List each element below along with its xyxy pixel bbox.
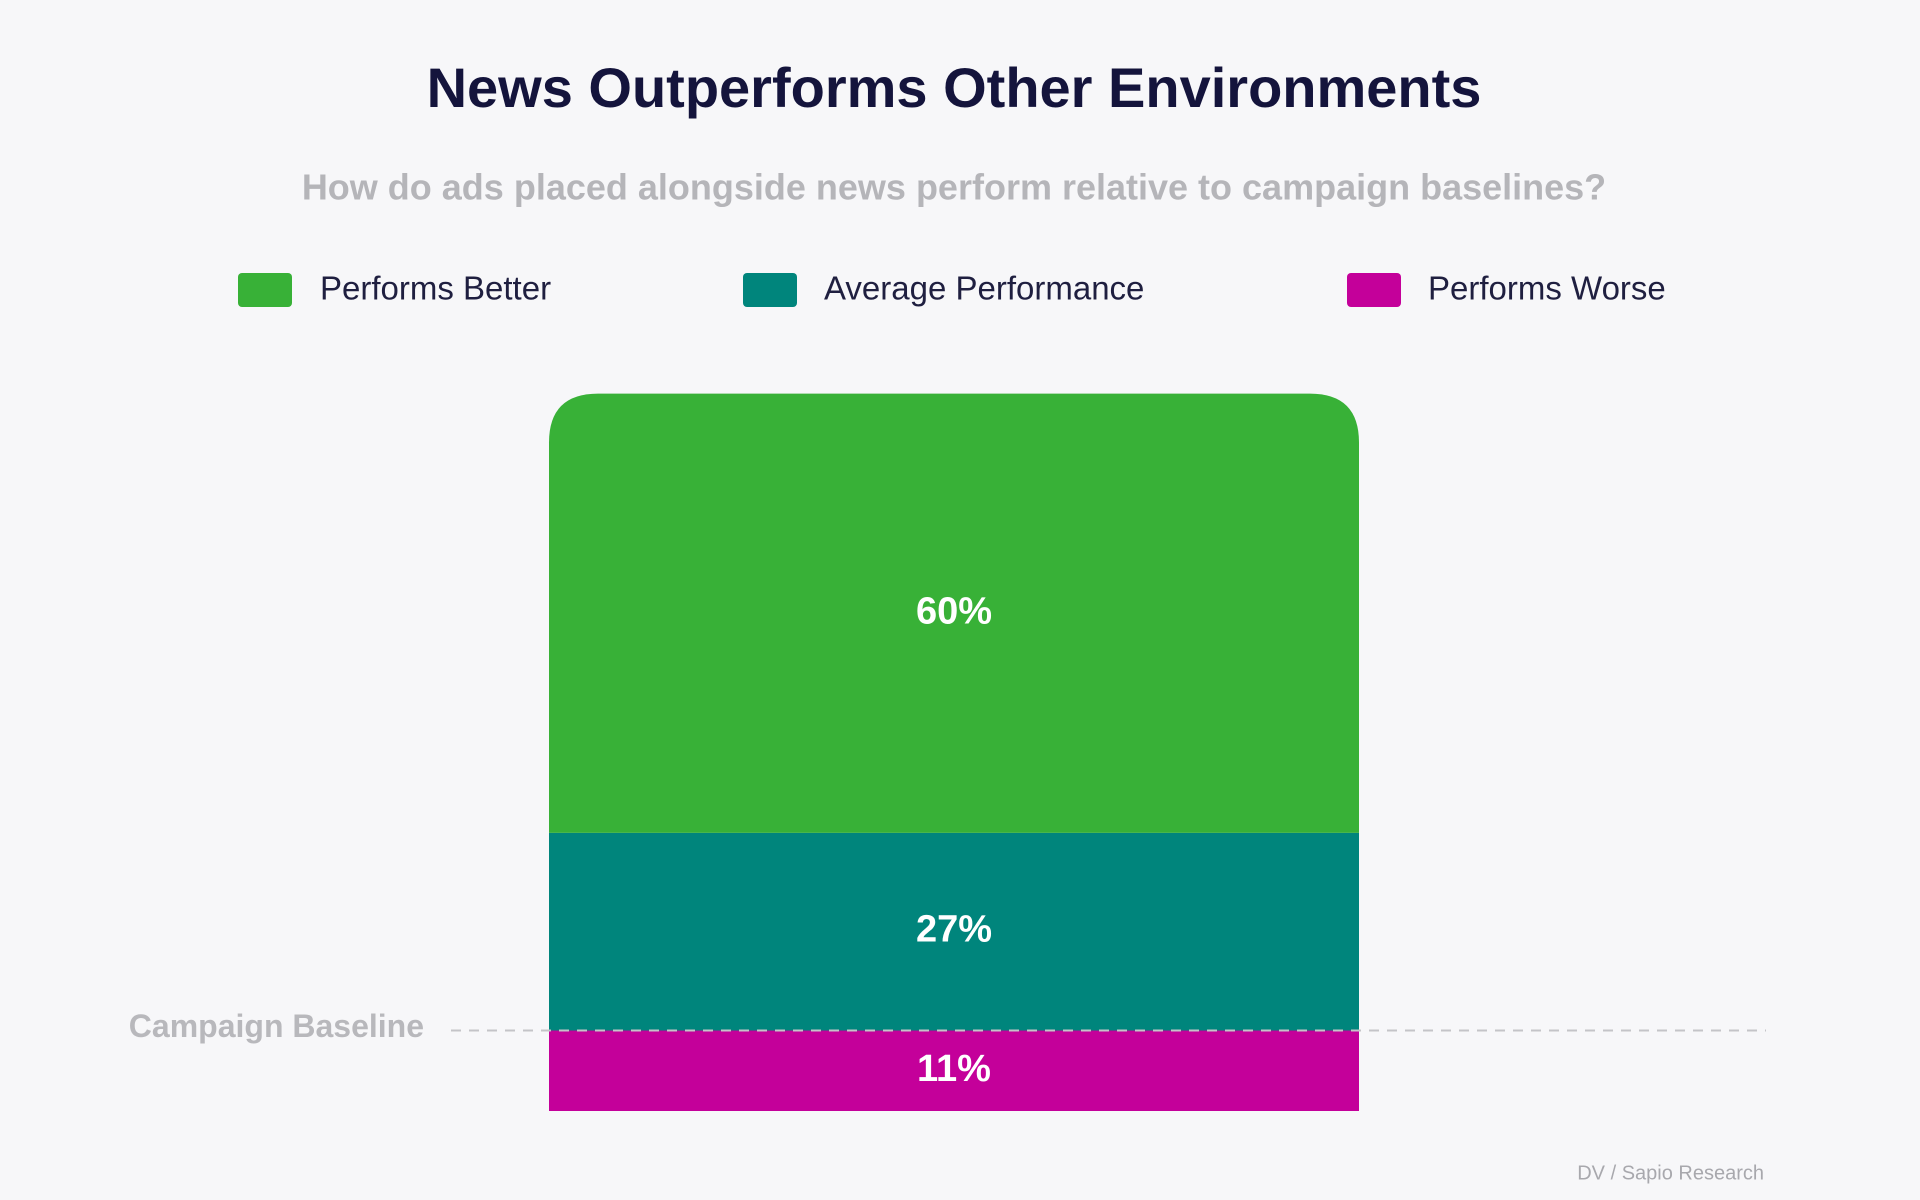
source: DV / Sapio Research	[1577, 1162, 1764, 1184]
data-label: 11%	[917, 1048, 991, 1090]
legend-swatch	[1347, 273, 1401, 307]
legend-swatch	[238, 273, 292, 307]
chart-subtitle: How do ads placed alongside news perform…	[302, 167, 1606, 208]
data-label: 60%	[916, 590, 992, 632]
chart-title: News Outperforms Other Environments	[427, 56, 1482, 119]
bar-segment	[549, 1030, 1359, 1111]
legend-swatch	[743, 273, 797, 307]
baseline-label: Campaign Baseline	[129, 1008, 424, 1044]
data-label: 27%	[916, 909, 992, 951]
legend-label: Performs Worse	[1428, 270, 1666, 307]
legend-label: Average Performance	[824, 270, 1144, 307]
legend-label: Performs Better	[320, 270, 551, 307]
bar-segment	[549, 393, 1359, 833]
bar-segment	[549, 832, 1359, 1031]
